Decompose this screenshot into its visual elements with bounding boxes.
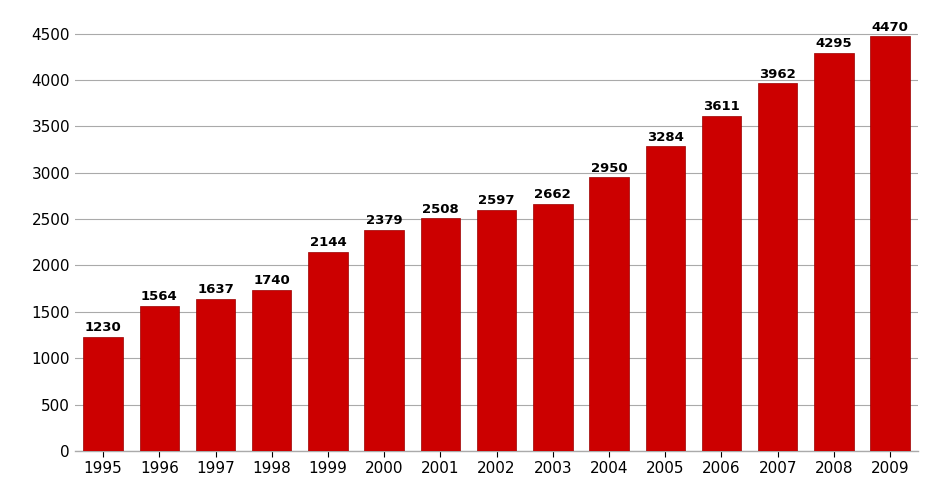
Bar [645, 146, 684, 451]
Bar [870, 37, 909, 451]
Bar [308, 252, 347, 451]
Bar [252, 290, 291, 451]
Text: 1637: 1637 [197, 283, 234, 296]
Text: 3962: 3962 [758, 68, 796, 81]
Bar [701, 116, 740, 451]
Text: 2597: 2597 [478, 194, 514, 207]
Bar [420, 218, 460, 451]
Bar [83, 337, 123, 451]
Text: 2379: 2379 [365, 214, 402, 227]
Bar [533, 204, 572, 451]
Bar [364, 230, 403, 451]
Text: 2662: 2662 [534, 188, 571, 201]
Text: 3611: 3611 [702, 100, 739, 113]
Bar [589, 177, 628, 451]
Bar [139, 306, 179, 451]
Text: 4295: 4295 [814, 37, 852, 50]
Bar [476, 210, 516, 451]
Text: 2144: 2144 [309, 236, 346, 249]
Bar [196, 299, 235, 451]
Bar [757, 84, 797, 451]
Text: 2508: 2508 [421, 202, 459, 215]
Text: 1740: 1740 [253, 274, 290, 287]
Text: 2950: 2950 [590, 161, 627, 174]
Text: 1230: 1230 [84, 321, 122, 334]
Bar [813, 53, 853, 451]
Text: 4470: 4470 [870, 21, 908, 34]
Text: 3284: 3284 [646, 131, 683, 144]
Text: 1564: 1564 [140, 290, 178, 303]
